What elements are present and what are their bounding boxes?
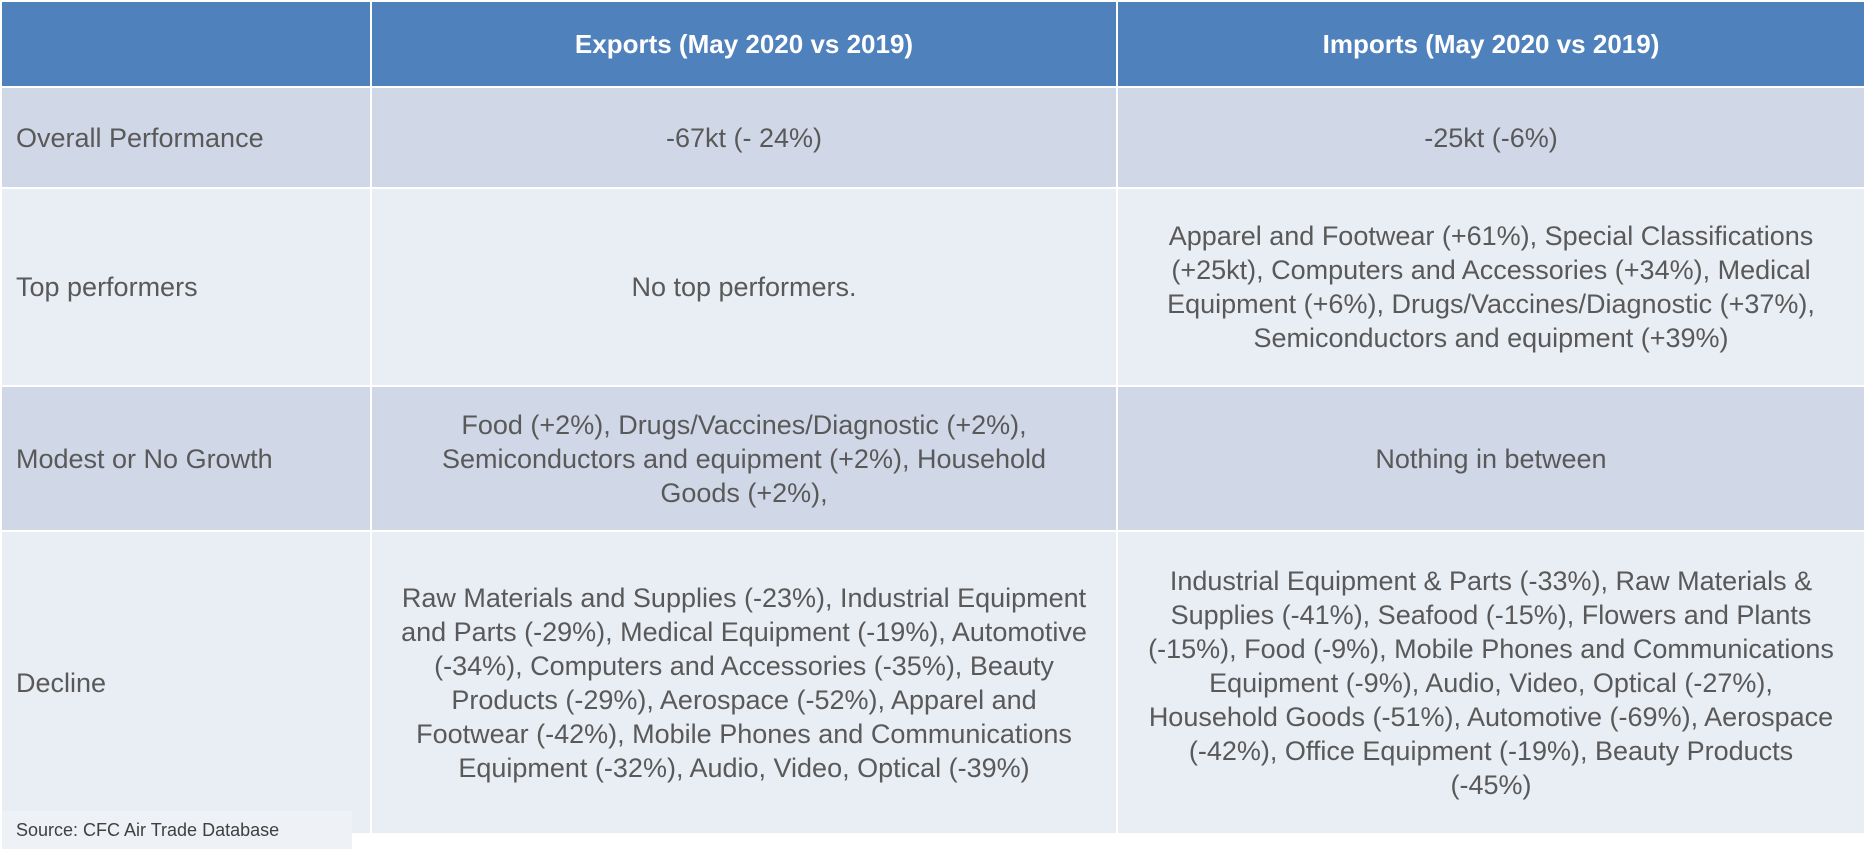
table-row-top-performers: Top performers No top performers. Appare…: [0, 187, 1866, 387]
table-row-overall-performance: Overall Performance -67kt (- 24%) -25kt …: [0, 86, 1866, 189]
imports-cell: -25kt (-6%): [1116, 86, 1866, 189]
exports-cell: -67kt (- 24%): [370, 86, 1118, 189]
source-note: Source: CFC Air Trade Database: [2, 811, 352, 849]
row-label: Overall Performance: [0, 86, 372, 189]
imports-column-header: Imports (May 2020 vs 2019): [1116, 0, 1866, 88]
exports-cell: No top performers.: [370, 187, 1118, 387]
table-row-decline: Decline Raw Materials and Supplies (-23%…: [0, 530, 1866, 835]
row-label: Top performers: [0, 187, 372, 387]
row-label: Modest or No Growth: [0, 385, 372, 532]
imports-cell: Nothing in between: [1116, 385, 1866, 532]
imports-cell: Apparel and Footwear (+61%), Special Cla…: [1116, 187, 1866, 387]
exports-cell: Food (+2%), Drugs/Vaccines/Diagnostic (+…: [370, 385, 1118, 532]
header-row: Exports (May 2020 vs 2019) Imports (May …: [0, 0, 1866, 88]
corner-header-cell: [0, 0, 372, 88]
exports-column-header: Exports (May 2020 vs 2019): [370, 0, 1118, 88]
row-label: Decline: [0, 530, 372, 835]
exports-cell: Raw Materials and Supplies (-23%), Indus…: [370, 530, 1118, 835]
table-row-modest-growth: Modest or No Growth Food (+2%), Drugs/Va…: [0, 385, 1866, 532]
imports-cell: Industrial Equipment & Parts (-33%), Raw…: [1116, 530, 1866, 835]
